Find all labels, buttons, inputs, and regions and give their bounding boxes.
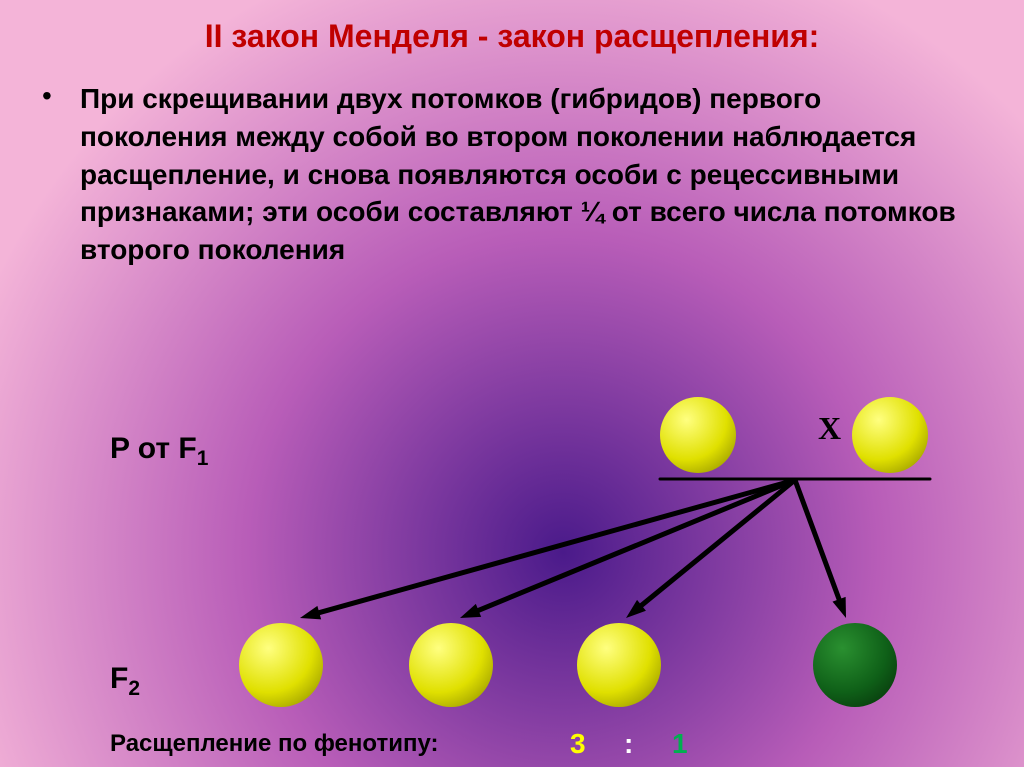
label-p-from-f1: P от F1 — [110, 432, 208, 471]
sphere-parent_left — [660, 397, 736, 473]
sphere-parent_right — [852, 397, 928, 473]
body-text: При скрещивании двух потомков (гибридов)… — [80, 80, 960, 269]
slide-title: II закон Менделя - закон расщепления: — [0, 18, 1024, 55]
sphere-child_2 — [409, 623, 493, 707]
sphere-child_1 — [239, 623, 323, 707]
ratio-number-1: 1 — [672, 728, 688, 760]
ratio-number-3: 3 — [570, 728, 586, 760]
sphere-child_3 — [577, 623, 661, 707]
ratio-colon: : — [624, 728, 633, 760]
label-f2: F2 — [110, 662, 140, 701]
slide-root: II закон Менделя - закон расщепления: • … — [0, 0, 1024, 767]
label-ratio-caption: Расщепление по фенотипу: — [110, 730, 438, 758]
bullet-icon: • — [42, 80, 52, 112]
sphere-child_4 — [813, 623, 897, 707]
cross-symbol: X — [818, 410, 841, 447]
